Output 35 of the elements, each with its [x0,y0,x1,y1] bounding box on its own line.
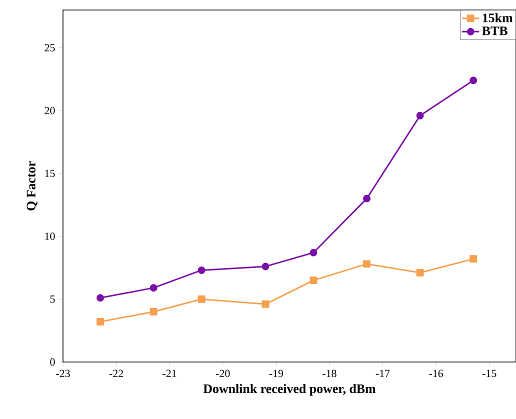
y-tick-label: 20 [44,106,55,114]
point [150,284,158,292]
y-axis-title: Q Factor [26,161,38,210]
y-tick-label: 10 [45,232,55,240]
y-tick-label: 0 [50,358,55,366]
x-tick-label: -23 [56,370,70,378]
point [96,318,104,326]
point [96,294,104,302]
point [262,300,270,308]
x-tick-label: -20 [216,370,230,378]
x-tick-label: -22 [109,370,123,378]
x-tick-label: -16 [429,370,444,378]
y-tick-label: 5 [50,296,55,303]
point [198,295,206,303]
x-tick-label: -15 [482,370,496,378]
x-tick-label: -21 [162,370,176,378]
point [416,112,424,120]
legend-label: 15km [482,13,513,22]
x-tick-label: -17 [376,370,390,378]
point [198,266,206,274]
point [262,262,270,270]
point [470,255,478,263]
point [363,194,371,202]
y-tick-label: 25 [44,44,55,52]
point [470,76,478,84]
point [363,260,371,268]
point [310,248,318,256]
point [150,308,158,316]
x-tick-label: -19 [269,370,284,378]
point [310,276,318,284]
legend-label: BTB [482,26,508,36]
point [416,269,424,276]
x-axis-title: Downlink received power, dBm [203,384,376,396]
x-tick-label: -18 [322,370,336,378]
y-tick-label: 15 [45,170,55,178]
